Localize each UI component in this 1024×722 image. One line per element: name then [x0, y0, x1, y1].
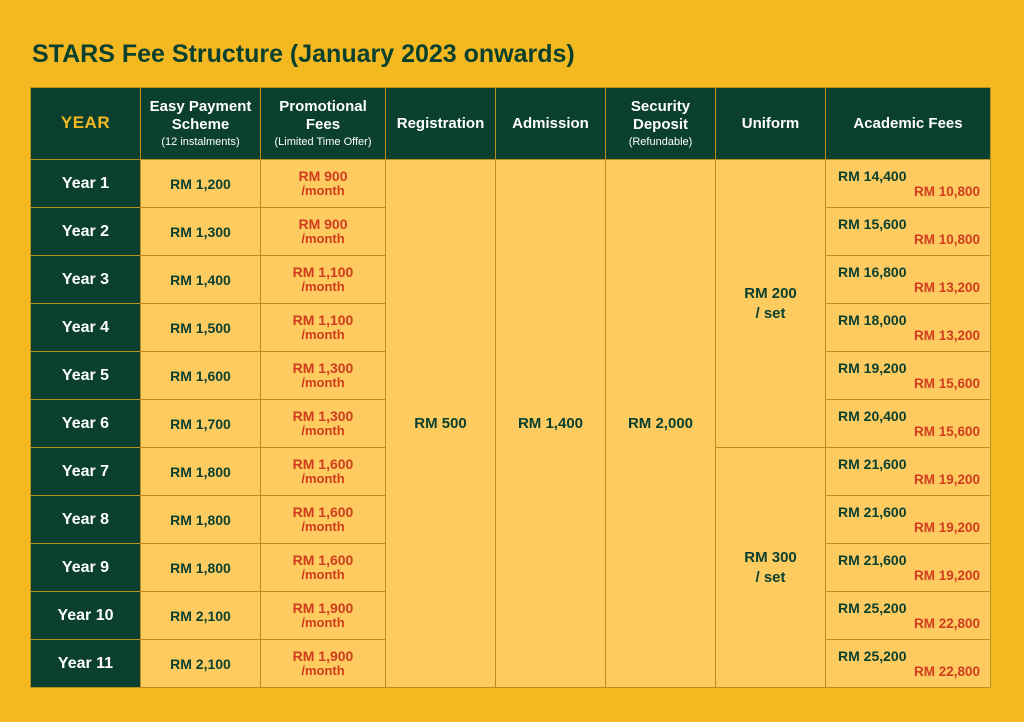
academic-fee-value: RM 19,200RM 15,600 — [826, 352, 991, 400]
academic-fee-value: RM 21,600RM 19,200 — [826, 448, 991, 496]
easy-payment-value: RM 1,200 — [141, 160, 261, 208]
academic-fee-promotional: RM 19,200 — [838, 568, 980, 584]
year-label: Year 6 — [31, 400, 141, 448]
promotional-fee-value: RM 1,600/month — [261, 544, 386, 592]
academic-fee-value: RM 25,200RM 22,800 — [826, 640, 991, 688]
easy-payment-value: RM 1,300 — [141, 208, 261, 256]
col-header-easy-label: Easy Payment Scheme — [150, 98, 252, 133]
col-header-acad: Academic Fees — [826, 88, 991, 160]
academic-fee-original: RM 15,600 — [838, 216, 980, 232]
col-header-year: YEAR — [31, 88, 141, 160]
promotional-fee-value: RM 1,100/month — [261, 304, 386, 352]
page-title: STARS Fee Structure (January 2023 onward… — [32, 40, 994, 69]
col-header-promo-sub: (Limited Time Offer) — [267, 136, 379, 149]
academic-fee-value: RM 20,400RM 15,600 — [826, 400, 991, 448]
academic-fee-promotional: RM 19,200 — [838, 472, 980, 488]
col-header-adm: Admission — [496, 88, 606, 160]
easy-payment-value: RM 1,800 — [141, 496, 261, 544]
year-label: Year 4 — [31, 304, 141, 352]
year-label: Year 8 — [31, 496, 141, 544]
academic-fee-promotional: RM 22,800 — [838, 616, 980, 632]
year-label: Year 11 — [31, 640, 141, 688]
col-header-uni: Uniform — [716, 88, 826, 160]
col-header-promo-label: Promotional Fees — [279, 98, 367, 133]
academic-fee-value: RM 21,600RM 19,200 — [826, 544, 991, 592]
col-header-reg: Registration — [386, 88, 496, 160]
col-header-sec-label: Security Deposit — [631, 98, 690, 133]
academic-fee-original: RM 19,200 — [838, 360, 980, 376]
security-deposit-value: RM 2,000 — [606, 160, 716, 688]
academic-fee-original: RM 25,200 — [838, 648, 980, 664]
easy-payment-value: RM 1,400 — [141, 256, 261, 304]
table-row: Year 1RM 1,200RM 900/monthRM 500RM 1,400… — [31, 160, 991, 208]
easy-payment-value: RM 2,100 — [141, 592, 261, 640]
col-header-promo: Promotional Fees (Limited Time Offer) — [261, 88, 386, 160]
promotional-fee-value: RM 1,600/month — [261, 448, 386, 496]
year-label: Year 9 — [31, 544, 141, 592]
academic-fee-original: RM 18,000 — [838, 312, 980, 328]
easy-payment-value: RM 1,800 — [141, 448, 261, 496]
academic-fee-original: RM 20,400 — [838, 408, 980, 424]
academic-fee-value: RM 18,000RM 13,200 — [826, 304, 991, 352]
academic-fee-original: RM 21,600 — [838, 552, 980, 568]
easy-payment-value: RM 1,500 — [141, 304, 261, 352]
promotional-fee-value: RM 1,900/month — [261, 592, 386, 640]
table-header-row: YEAR Easy Payment Scheme (12 instalments… — [31, 88, 991, 160]
promotional-fee-value: RM 900/month — [261, 160, 386, 208]
academic-fee-value: RM 15,600RM 10,800 — [826, 208, 991, 256]
academic-fee-original: RM 14,400 — [838, 168, 980, 184]
easy-payment-value: RM 1,600 — [141, 352, 261, 400]
academic-fee-promotional: RM 15,600 — [838, 424, 980, 440]
year-label: Year 1 — [31, 160, 141, 208]
promotional-fee-value: RM 1,600/month — [261, 496, 386, 544]
col-header-easy-sub: (12 instalments) — [147, 136, 254, 149]
promotional-fee-value: RM 1,300/month — [261, 352, 386, 400]
academic-fee-value: RM 16,800RM 13,200 — [826, 256, 991, 304]
admission-value: RM 1,400 — [496, 160, 606, 688]
academic-fee-value: RM 21,600RM 19,200 — [826, 496, 991, 544]
promotional-fee-value: RM 900/month — [261, 208, 386, 256]
year-label: Year 7 — [31, 448, 141, 496]
academic-fee-original: RM 21,600 — [838, 504, 980, 520]
fee-structure-table: YEAR Easy Payment Scheme (12 instalments… — [30, 87, 991, 688]
academic-fee-original: RM 16,800 — [838, 264, 980, 280]
col-header-sec-sub: (Refundable) — [612, 136, 709, 149]
year-label: Year 5 — [31, 352, 141, 400]
registration-value: RM 500 — [386, 160, 496, 688]
academic-fee-promotional: RM 10,800 — [838, 184, 980, 200]
promotional-fee-value: RM 1,900/month — [261, 640, 386, 688]
year-label: Year 2 — [31, 208, 141, 256]
academic-fee-promotional: RM 15,600 — [838, 376, 980, 392]
uniform-value-secondary: RM 300/ set — [716, 448, 826, 688]
academic-fee-promotional: RM 10,800 — [838, 232, 980, 248]
easy-payment-value: RM 1,800 — [141, 544, 261, 592]
uniform-value-primary: RM 200/ set — [716, 160, 826, 448]
academic-fee-value: RM 14,400RM 10,800 — [826, 160, 991, 208]
easy-payment-value: RM 1,700 — [141, 400, 261, 448]
easy-payment-value: RM 2,100 — [141, 640, 261, 688]
year-label: Year 10 — [31, 592, 141, 640]
academic-fee-original: RM 21,600 — [838, 456, 980, 472]
col-header-sec: Security Deposit (Refundable) — [606, 88, 716, 160]
academic-fee-value: RM 25,200RM 22,800 — [826, 592, 991, 640]
year-label: Year 3 — [31, 256, 141, 304]
academic-fee-promotional: RM 22,800 — [838, 664, 980, 680]
promotional-fee-value: RM 1,100/month — [261, 256, 386, 304]
academic-fee-promotional: RM 13,200 — [838, 280, 980, 296]
academic-fee-promotional: RM 19,200 — [838, 520, 980, 536]
col-header-easy: Easy Payment Scheme (12 instalments) — [141, 88, 261, 160]
academic-fee-promotional: RM 13,200 — [838, 328, 980, 344]
academic-fee-original: RM 25,200 — [838, 600, 980, 616]
promotional-fee-value: RM 1,300/month — [261, 400, 386, 448]
